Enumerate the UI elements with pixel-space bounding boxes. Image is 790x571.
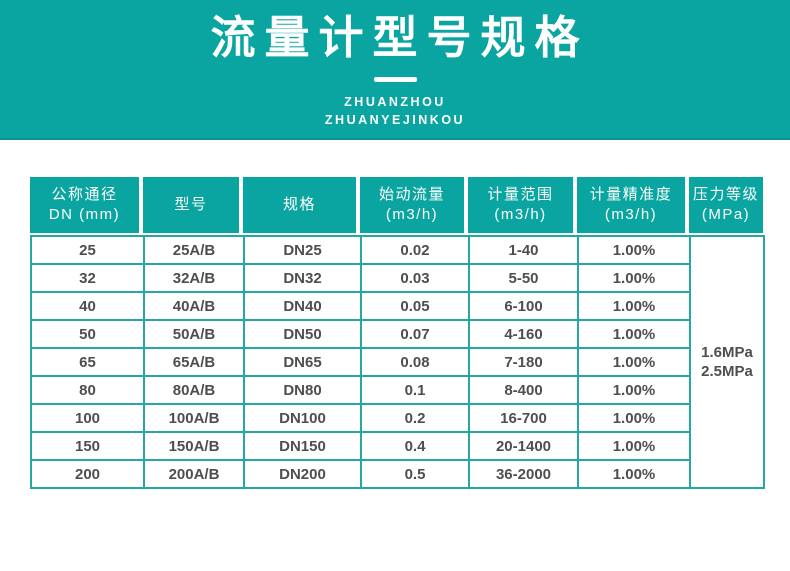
cell-start-flow: 0.03 <box>360 263 470 293</box>
column-header-unit: (m3/h) <box>385 206 439 223</box>
table-row: 25 25A/B DN25 0.02 1-40 1.00% 1.6MPa 2.5… <box>30 235 765 489</box>
spec-table-header-row: 公称通径 DN (mm) 型号 规格 始动流量 (m3/h) 计量范围 (m3/… <box>30 177 763 233</box>
table-row: 100 100A/B DN100 0.2 16-700 1.00% <box>30 403 764 433</box>
cell-model: 150A/B <box>143 431 245 461</box>
cell-accuracy: 1.00% <box>577 319 691 349</box>
column-header-label: 规格 <box>282 196 316 213</box>
column-header-label: 计量精准度 <box>589 186 673 203</box>
cell-accuracy: 1.00% <box>577 403 691 433</box>
cell-start-flow: 0.5 <box>360 459 470 489</box>
spec-table-body: 25 25A/B DN25 0.02 1-40 1.00% 1.6MPa 2.5… <box>30 235 765 489</box>
cell-pressure-rating: 1.6MPa 2.5MPa <box>689 235 765 489</box>
brand-line-1: ZHUANZHOU <box>344 95 446 109</box>
page-title: 流量计型号规格 <box>210 12 589 63</box>
column-header-unit: (m3/h) <box>604 206 658 223</box>
cell-dn: 200 <box>30 459 145 489</box>
cell-spec: DN65 <box>243 347 362 377</box>
column-header-spec: 规格 <box>243 177 356 233</box>
table-row: 50 50A/B DN50 0.07 4-160 1.00% <box>30 319 764 349</box>
cell-accuracy: 1.00% <box>577 431 691 461</box>
table-row: 65 65A/B DN65 0.08 7-180 1.00% <box>30 347 764 377</box>
cell-range: 1-40 <box>468 235 579 265</box>
table-row: 150 150A/B DN150 0.4 20-1400 1.00% <box>30 431 764 461</box>
column-header-model: 型号 <box>143 177 239 233</box>
cell-accuracy: 1.00% <box>577 459 691 489</box>
column-header-label: 压力等级 <box>692 186 759 203</box>
table-row: 32 32A/B DN32 0.03 5-50 1.00% <box>30 263 764 293</box>
cell-spec: DN32 <box>243 263 362 293</box>
column-header-label: 型号 <box>174 196 208 213</box>
column-header-label: 计量范围 <box>487 186 554 203</box>
column-header-unit: (MPa) <box>701 206 751 223</box>
cell-start-flow: 0.4 <box>360 431 470 461</box>
cell-accuracy: 1.00% <box>577 291 691 321</box>
table-row: 40 40A/B DN40 0.05 6-100 1.00% <box>30 291 764 321</box>
cell-start-flow: 0.08 <box>360 347 470 377</box>
cell-spec: DN50 <box>243 319 362 349</box>
cell-start-flow: 0.07 <box>360 319 470 349</box>
spec-table: 公称通径 DN (mm) 型号 规格 始动流量 (m3/h) 计量范围 (m3/… <box>30 177 765 489</box>
banner: 流量计型号规格 ZHUANZHOU ZHUANYEJINKOU <box>0 0 790 140</box>
cell-model: 50A/B <box>143 319 245 349</box>
cell-accuracy: 1.00% <box>577 347 691 377</box>
cell-dn: 150 <box>30 431 145 461</box>
cell-range: 6-100 <box>468 291 579 321</box>
cell-dn: 80 <box>30 375 145 405</box>
cell-start-flow: 0.05 <box>360 291 470 321</box>
cell-dn: 32 <box>30 263 145 293</box>
cell-range: 16-700 <box>468 403 579 433</box>
cell-spec: DN150 <box>243 431 362 461</box>
pressure-line-1: 1.6MPa <box>701 344 753 361</box>
cell-spec: DN200 <box>243 459 362 489</box>
cell-model: 100A/B <box>143 403 245 433</box>
cell-start-flow: 0.2 <box>360 403 470 433</box>
column-header-start-flow: 始动流量 (m3/h) <box>360 177 464 233</box>
cell-spec: DN25 <box>243 235 362 265</box>
cell-range: 8-400 <box>468 375 579 405</box>
cell-range: 5-50 <box>468 263 579 293</box>
pressure-line-2: 2.5MPa <box>701 363 753 380</box>
cell-spec: DN80 <box>243 375 362 405</box>
cell-model: 65A/B <box>143 347 245 377</box>
table-row: 200 200A/B DN200 0.5 36-2000 1.00% <box>30 459 764 489</box>
cell-range: 7-180 <box>468 347 579 377</box>
column-header-nominal-diameter: 公称通径 DN (mm) <box>30 177 139 233</box>
cell-model: 200A/B <box>143 459 245 489</box>
cell-accuracy: 1.00% <box>577 375 691 405</box>
cell-model: 32A/B <box>143 263 245 293</box>
cell-dn: 25 <box>30 235 145 265</box>
cell-model: 40A/B <box>143 291 245 321</box>
column-header-label: 始动流量 <box>378 186 445 203</box>
table-row: 80 80A/B DN80 0.1 8-400 1.00% <box>30 375 764 405</box>
cell-model: 25A/B <box>143 235 245 265</box>
cell-accuracy: 1.00% <box>577 263 691 293</box>
cell-spec: DN40 <box>243 291 362 321</box>
cell-accuracy: 1.00% <box>577 235 691 265</box>
cell-dn: 50 <box>30 319 145 349</box>
cell-start-flow: 0.1 <box>360 375 470 405</box>
column-header-unit: (m3/h) <box>494 206 547 223</box>
cell-dn: 40 <box>30 291 145 321</box>
cell-spec: DN100 <box>243 403 362 433</box>
column-header-unit: DN (mm) <box>48 206 121 223</box>
cell-dn: 100 <box>30 403 145 433</box>
column-header-pressure-rating: 压力等级 (MPa) <box>689 177 763 233</box>
title-divider <box>373 77 417 82</box>
column-header-accuracy: 计量精准度 (m3/h) <box>577 177 685 233</box>
cell-range: 36-2000 <box>468 459 579 489</box>
cell-dn: 65 <box>30 347 145 377</box>
cell-range: 4-160 <box>468 319 579 349</box>
cell-range: 20-1400 <box>468 431 579 461</box>
brand-line-2: ZHUANYEJINKOU <box>324 113 466 127</box>
column-header-label: 公称通径 <box>51 186 118 203</box>
column-header-measure-range: 计量范围 (m3/h) <box>468 177 573 233</box>
cell-start-flow: 0.02 <box>360 235 470 265</box>
cell-model: 80A/B <box>143 375 245 405</box>
page: 流量计型号规格 ZHUANZHOU ZHUANYEJINKOU 公称通径 DN … <box>0 0 790 489</box>
